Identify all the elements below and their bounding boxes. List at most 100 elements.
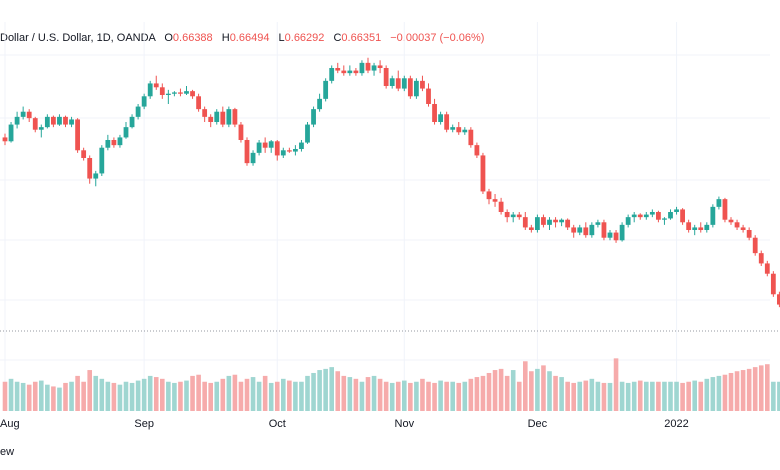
candle-body [51,116,56,125]
legend-low-value: 0.66292 [284,32,325,44]
candle-body [202,109,208,117]
legend-high-key: H [221,32,230,44]
volume-bar [141,378,147,411]
candle-body [81,150,87,158]
volume-bar [250,377,256,411]
candle-body [323,80,329,99]
volume-bar [147,375,153,411]
candle-body [710,206,716,225]
volume-bar [541,365,546,411]
volume-bar [377,378,383,411]
candle-body [565,219,571,228]
volume-bar [752,367,758,411]
candle-body [607,232,613,238]
candle-body [123,127,129,138]
candle-body [728,219,734,223]
volume-bar [39,380,44,411]
candle-body [238,124,244,140]
volume-bar [359,381,365,411]
volume-bar [692,380,697,411]
volume-bar [317,370,322,411]
candle-body [172,92,177,94]
volume-bar [184,380,189,411]
volume-bar [14,381,20,411]
volume-bar [607,382,613,411]
candle-body [165,93,171,95]
candle-body [535,217,540,230]
candle-body [214,111,220,122]
candle-body [414,80,419,97]
volume-bar [662,381,667,411]
volume-bar [668,381,673,411]
volume-bar [420,378,425,411]
volume-bar [81,381,86,411]
volume-bar [262,375,268,411]
volume-bar [644,381,649,411]
candle-body [190,91,195,97]
volume-bar [232,374,238,411]
candle-body [468,129,474,146]
x-tick-label: Aug [0,418,20,430]
candle-body [353,70,359,74]
volume-bar [740,370,746,411]
volume-bar [299,381,304,411]
candle-body [559,219,564,223]
volume-bar [32,381,38,411]
candle-body [87,158,93,179]
candle-body [426,88,431,104]
volume-bar [777,381,780,411]
volume-bar [674,381,679,411]
volume-bar [698,381,704,411]
candle-body [601,222,607,238]
volume-bar [117,384,123,411]
candle-body [286,150,292,152]
volume-bar [444,381,449,411]
candle-body [698,227,704,230]
candle-body [178,92,183,94]
candle-body [226,109,232,125]
candle-body [14,116,20,125]
volume-bar [758,365,764,411]
candle-body [268,141,274,148]
candle-body [184,91,189,94]
volume-bar [547,371,552,411]
candle-body [401,78,407,89]
x-tick-label: Sep [134,418,154,430]
candle-body [716,199,722,207]
volume-bar [589,378,595,411]
volume-bar [99,378,105,411]
candle-body [420,80,425,89]
candle-body [129,116,135,128]
volume-bar [51,386,56,411]
volume-bar [57,387,62,411]
volume-bar [281,378,286,411]
volume-bar [341,375,347,411]
candle-body [480,155,486,192]
candle-body [371,65,377,71]
candle-body [438,114,443,122]
candle-body [32,118,38,130]
candle-body [220,111,226,125]
candle-body [347,70,353,74]
volume-bar [329,367,334,411]
candle-body [625,217,631,225]
volume-bar [414,381,419,411]
candle-body [335,68,341,71]
candle-body [57,116,62,125]
volume-bar [2,381,8,411]
candle-body [571,227,577,233]
candle-body [444,114,450,130]
volume-bar [395,381,401,411]
volume-bar [504,375,510,411]
volume-bar [311,372,316,411]
volume-bar [287,380,292,411]
candle-body [147,83,153,97]
volume-bar [686,381,691,411]
volume-bar [323,368,328,411]
volume-bar [190,375,195,411]
volume-bar [244,378,250,411]
candle-body [643,214,649,218]
volume-bar [492,370,498,411]
candle-body [69,119,74,125]
